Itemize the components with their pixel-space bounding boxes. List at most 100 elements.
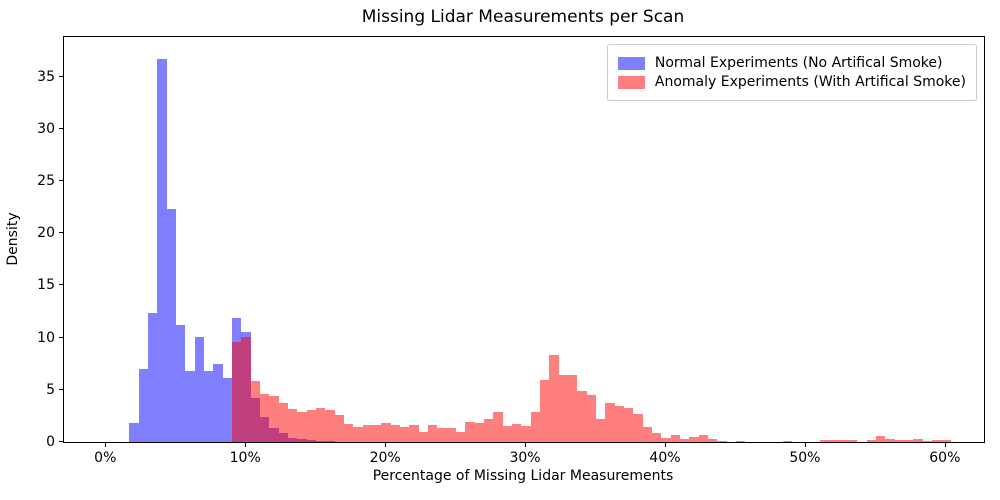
histogram-bar: [418, 432, 428, 442]
y-tick-mark: [59, 127, 64, 129]
histogram-bar: [325, 409, 335, 442]
x-tick-mark: [944, 442, 946, 447]
legend-swatch-anomaly: [617, 75, 645, 89]
histogram-bar: [623, 407, 634, 442]
histogram-bar: [381, 423, 391, 442]
histogram-bar: [502, 426, 512, 442]
legend: Normal Experiments (No Artifical Smoke) …: [606, 44, 977, 101]
histogram-bar: [483, 419, 494, 442]
histogram-bar: [577, 391, 587, 442]
x-tick-label: 20%: [369, 450, 401, 466]
histogram-bar: [782, 440, 792, 442]
y-axis-label: Density: [5, 212, 21, 266]
histogram-bar: [717, 440, 727, 442]
histogram-bar: [390, 425, 400, 442]
histogram-bar: [306, 409, 316, 442]
histogram-bar: [586, 395, 596, 442]
histogram-bar: [903, 440, 914, 442]
histogram-bar: [530, 411, 540, 442]
histogram-bar: [885, 439, 895, 442]
histogram-bar: [698, 434, 708, 442]
x-tick-label: 30%: [509, 450, 541, 466]
histogram-bar: [875, 436, 886, 442]
histogram-bar: [157, 58, 167, 442]
histogram-bar: [931, 440, 942, 442]
histogram-bar: [241, 336, 251, 442]
histogram-bar: [287, 408, 298, 442]
histogram-bar: [437, 427, 447, 442]
legend-label-anomaly: Anomaly Experiments (With Artifical Smok…: [654, 74, 966, 90]
histogram-bar: [679, 438, 690, 442]
histogram-bar: [194, 336, 204, 442]
histogram-bar: [138, 368, 148, 442]
x-tick-mark: [245, 442, 247, 447]
chart-title: Missing Lidar Measurements per Scan: [361, 7, 685, 27]
histogram-bar: [847, 440, 858, 442]
histogram-bar: [829, 439, 839, 442]
histogram-bar: [567, 375, 578, 442]
histogram-bar: [689, 437, 699, 442]
histogram-bar: [315, 407, 326, 442]
x-tick-label: 40%: [649, 450, 681, 466]
histogram-bar: [231, 341, 242, 442]
histogram-bar: [222, 378, 232, 442]
legend-swatch-normal: [617, 56, 645, 70]
histogram-bar: [474, 422, 484, 442]
histogram-bar: [913, 439, 923, 442]
histogram-bar: [343, 423, 354, 442]
y-tick-mark: [59, 180, 64, 182]
histogram-bar: [838, 439, 848, 442]
histogram-bar: [819, 440, 830, 442]
histogram-bar: [493, 411, 503, 442]
histogram-bar: [605, 403, 615, 442]
histogram-bar: [278, 403, 288, 442]
histogram-bar: [147, 312, 158, 442]
histogram-bar: [558, 374, 568, 442]
histogram-bar: [614, 406, 624, 442]
legend-item-normal: Normal Experiments (No Artifical Smoke): [617, 55, 966, 71]
histogram-bar: [250, 380, 260, 442]
histogram-bar: [661, 437, 671, 442]
y-tick-label: 10: [37, 329, 55, 346]
y-tick-mark: [59, 336, 64, 338]
x-tick-label: 0%: [94, 450, 117, 466]
histogram-bar: [185, 371, 195, 442]
histogram-bar: [353, 427, 363, 442]
x-tick-label: 10%: [229, 450, 261, 466]
y-tick-mark: [59, 388, 64, 390]
y-tick-label: 35: [37, 68, 55, 85]
histogram-bar: [259, 394, 270, 442]
histogram-bar: [735, 440, 746, 442]
x-tick-label: 60%: [929, 450, 961, 466]
x-tick-mark: [385, 442, 387, 447]
y-tick-label: 25: [37, 173, 55, 190]
histogram-bar: [203, 371, 214, 442]
x-axis-label: Percentage of Missing Lidar Measurements: [372, 468, 674, 484]
x-tick-mark: [804, 442, 806, 447]
histogram-bar: [446, 428, 456, 442]
histogram-bar: [707, 438, 718, 442]
histogram-bar: [455, 432, 466, 442]
histogram-bar: [399, 427, 410, 442]
histogram-bar: [409, 425, 419, 442]
histogram-bar: [922, 440, 932, 442]
y-tick-label: 0: [46, 434, 55, 450]
y-tick-label: 20: [37, 225, 55, 242]
histogram-bar: [213, 363, 223, 442]
histogram-bar: [129, 423, 139, 442]
histogram-bar: [362, 424, 372, 442]
histogram-bar: [595, 419, 606, 442]
histogram-bar: [941, 439, 951, 442]
x-tick-mark: [664, 442, 666, 447]
x-tick-mark: [525, 442, 527, 447]
y-tick-mark: [59, 284, 64, 286]
histogram-bar: [297, 411, 307, 442]
y-tick-mark: [59, 75, 64, 77]
histogram-bar: [894, 440, 904, 442]
legend-item-anomaly: Anomaly Experiments (With Artifical Smok…: [617, 74, 966, 90]
histogram-bar: [521, 426, 531, 442]
histogram-bar: [633, 414, 643, 442]
histogram-bar: [549, 355, 559, 442]
histogram-bar: [465, 422, 475, 442]
plot-area: 0% 10% 20% 30% 40% 50% 60% 0 5 10 15 20 25 30 35 Norm…: [37, 36, 985, 466]
